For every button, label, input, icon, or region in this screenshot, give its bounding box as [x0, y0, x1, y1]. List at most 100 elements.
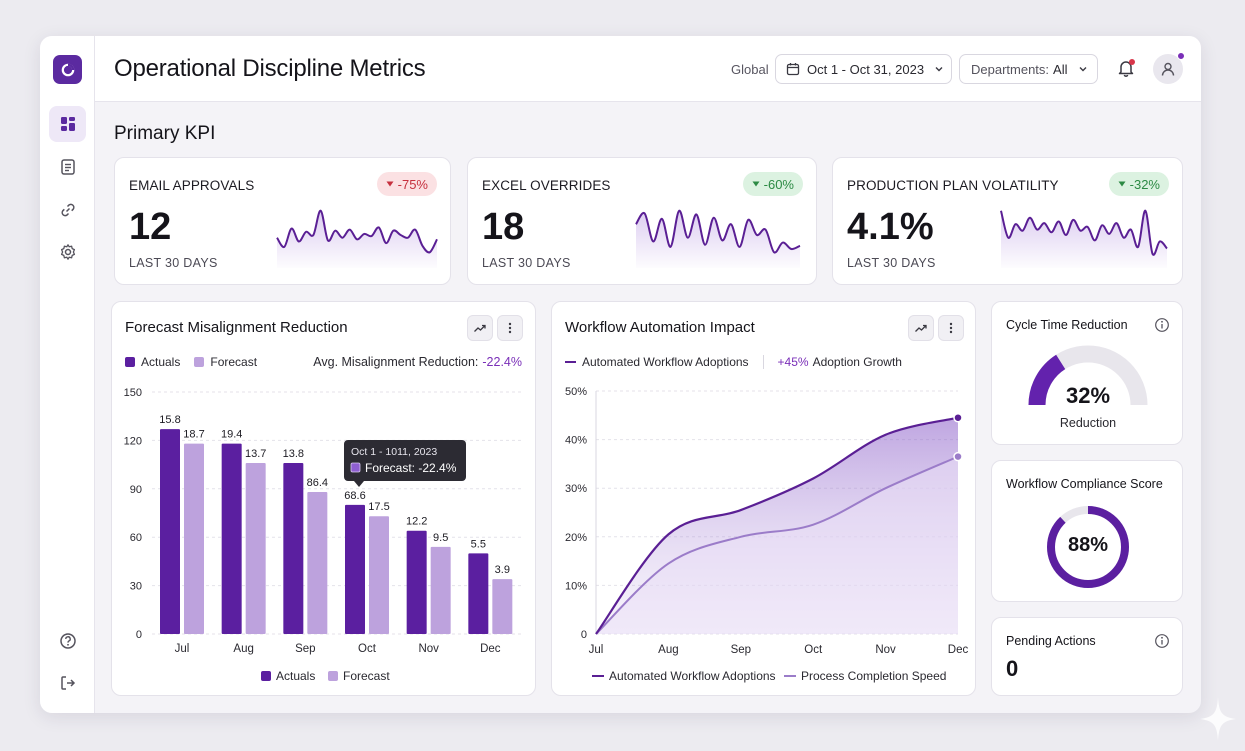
y-tick-label: 0 — [581, 629, 587, 641]
date-range-value: Oct 1 - Oct 31, 2023 — [807, 61, 925, 77]
area-chart: 0 10% 20% 30% 40% 50% Jul Aug Sep Oct Nov Dec Automa… — [565, 386, 969, 683]
kpi-change-value: -32% — [1129, 176, 1160, 192]
kpi-change-value: -75% — [397, 176, 428, 192]
sidebar — [40, 36, 95, 713]
kpi-change-badge: -32% — [1108, 172, 1169, 196]
sparkline-line — [1000, 209, 1168, 256]
kpi-sparkline — [276, 209, 438, 268]
notification-dot — [1129, 59, 1135, 65]
chevron-down-icon — [1079, 67, 1086, 72]
top-legend: Automated Workflow Adoptions +45% Adopti… — [565, 355, 902, 369]
nav-help[interactable] — [49, 623, 86, 659]
user-avatar[interactable] — [1153, 52, 1185, 84]
legend-actuals: Actuals — [276, 669, 315, 683]
y-tick-label: 10% — [565, 580, 587, 592]
card-title: Cycle Time Reduction — [1006, 318, 1128, 332]
bar-forecast — [492, 579, 513, 634]
legend-swatch-forecast — [194, 357, 205, 367]
bar-actuals — [221, 443, 242, 634]
avg-label: Avg. Misalignment Reduction: — [313, 355, 479, 369]
y-tick-label: 0 — [136, 629, 142, 641]
bar-actuals — [160, 429, 180, 634]
legend-adoptions: Automated Workflow Adoptions — [609, 669, 776, 683]
date-range-picker[interactable]: Oct 1 - Oct 31, 2023 — [775, 54, 952, 84]
x-tick-label: Dec — [948, 644, 969, 656]
more-options-button[interactable] — [497, 315, 523, 341]
departments-label: Departments: — [971, 61, 1050, 77]
kpi-title: PRODUCTION PLAN VOLATILITY — [847, 178, 1059, 193]
user-icon — [1161, 62, 1175, 76]
bar-data-label: 13.8 — [283, 448, 304, 460]
link-icon — [60, 203, 75, 217]
global-label: Global — [731, 62, 769, 77]
sparkline-line — [276, 209, 438, 254]
x-tick-label: Nov — [418, 643, 439, 655]
bar-actuals — [468, 553, 489, 634]
card-title: Workflow Compliance Score — [1006, 477, 1163, 491]
kpi-change-badge: -75% — [376, 172, 437, 196]
y-tick-label: 150 — [124, 387, 142, 399]
bar-data-label: 19.4 — [221, 429, 242, 441]
trend-button[interactable] — [908, 315, 934, 341]
x-tick-label: Jul — [589, 644, 604, 656]
x-tick-label: Dec — [480, 643, 501, 655]
sparkline-line — [635, 209, 801, 254]
bar-actuals — [345, 504, 365, 634]
bar-data-label: 86.4 — [307, 477, 328, 489]
bar-data-label: 17.5 — [368, 501, 389, 513]
kpi-period: LAST 30 DAYS — [847, 256, 936, 270]
x-tick-label: Nov — [875, 644, 896, 656]
tooltip-box — [344, 440, 466, 481]
tooltip-pointer — [354, 481, 364, 487]
y-tick-label: 60 — [130, 532, 142, 544]
top-header: Operational Discipline Metrics Global Oc… — [95, 36, 1201, 102]
nav-dashboard[interactable] — [49, 106, 86, 142]
x-tick-label: Aug — [233, 643, 253, 655]
kpi-change-badge: -60% — [742, 172, 803, 196]
arrow-down-icon — [1118, 181, 1126, 187]
legend-adoptions: Automated Workflow Adoptions — [582, 355, 749, 369]
y-tick-label: 90 — [130, 484, 142, 496]
info-icon[interactable] — [1154, 317, 1170, 333]
x-tick-label: Sep — [731, 644, 751, 656]
kpi-card-email-approvals: EMAIL APPROVALS -75% 12 LAST 30 DAYS — [114, 157, 451, 285]
app-logo[interactable] — [53, 55, 82, 84]
bar-forecast — [369, 516, 389, 634]
nav-reports[interactable] — [49, 149, 86, 185]
nav-logout[interactable] — [49, 665, 86, 701]
avg-misalignment: Avg. Misalignment Reduction: -22.4% — [313, 355, 522, 369]
pending-actions-card: Pending Actions 0 — [991, 617, 1183, 696]
ring-fill — [1047, 506, 1129, 588]
notifications-button[interactable] — [1116, 58, 1138, 80]
legend-swatch-actuals — [261, 671, 271, 681]
bar-data-label: 9.5 — [433, 532, 448, 544]
kpi-value: 4.1% — [847, 206, 934, 248]
end-point-adoptions — [953, 412, 963, 423]
more-options-button[interactable] — [938, 315, 964, 341]
legend-forecast: Forecast — [210, 355, 258, 369]
gauge-fill — [1028, 354, 1066, 406]
kpi-title: EXCEL OVERRIDES — [482, 178, 611, 193]
compliance-score-card: Workflow Compliance Score 88% — [991, 460, 1183, 602]
end-point-speed — [953, 451, 963, 462]
trend-up-icon — [474, 324, 486, 332]
growth-value: +45% — [777, 355, 809, 369]
chevron-down-icon — [935, 67, 943, 72]
legend-line-swatch — [565, 361, 576, 363]
trend-button[interactable] — [467, 315, 493, 341]
bar-data-label: 5.5 — [471, 538, 486, 550]
logo-icon — [61, 63, 74, 76]
tooltip-value: Forecast: -22.4% — [365, 461, 457, 475]
legend-actuals: Actuals — [141, 355, 181, 369]
info-icon[interactable] — [1154, 633, 1170, 649]
y-tick-label: 30% — [565, 483, 587, 495]
series-line-process-speed — [595, 455, 959, 635]
avg-value: -22.4% — [482, 355, 522, 369]
nav-integrations[interactable] — [49, 192, 86, 228]
kpi-value: 18 — [482, 206, 525, 248]
nav-settings[interactable] — [49, 234, 86, 270]
bar-actuals — [406, 530, 427, 634]
departments-select[interactable]: Departments: All — [959, 54, 1098, 84]
y-tick-label: 50% — [565, 386, 587, 398]
kpi-card-excel-overrides: EXCEL OVERRIDES -60% 18 LAST 30 DAYS — [467, 157, 817, 285]
